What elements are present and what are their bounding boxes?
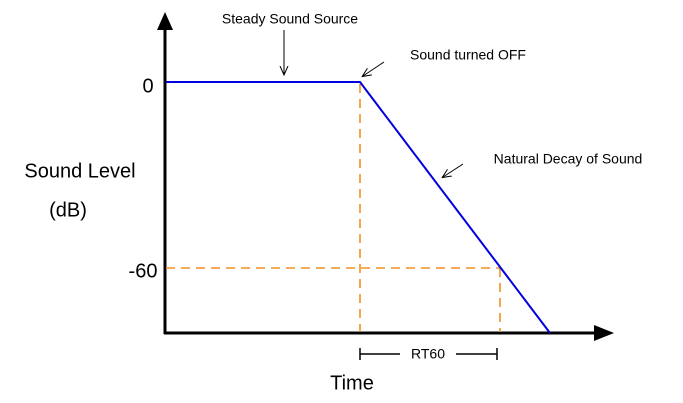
guides [166,84,501,332]
annotation: Sound turned OFF [410,47,526,63]
rt60-label: RT60 [411,346,445,362]
y-axis-label: Sound Level [24,160,135,182]
x-arrow [594,325,614,341]
rt60-bracket [359,348,498,360]
y-tick-label: 0 [142,75,153,97]
y-axis-label: (dB) [49,199,87,221]
level-curve [166,81,551,334]
y-arrow [157,12,173,30]
annotation: Natural Decay of Sound [494,151,643,167]
x-axis-label: Time [330,372,374,394]
annotation-arrow [363,61,385,76]
annotation: Steady Sound Source [222,11,358,27]
annotation-arrow [443,163,464,177]
y-tick-label: -60 [129,260,158,282]
